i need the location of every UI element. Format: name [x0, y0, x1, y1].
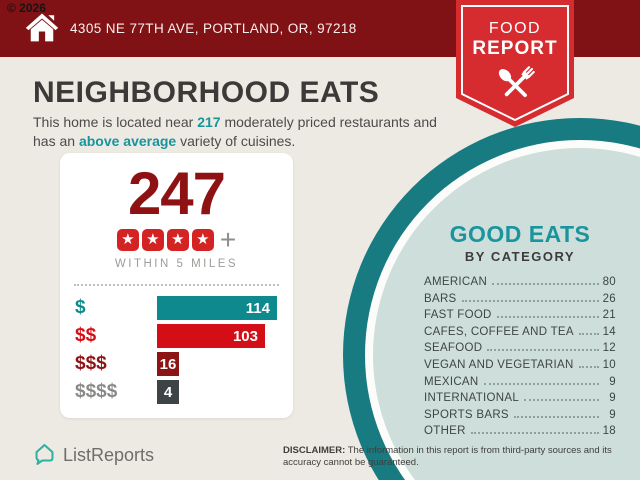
brand-name: ListReports — [63, 445, 155, 465]
dotted-leader — [461, 299, 599, 302]
good-eats-title: GOOD EATS — [449, 221, 591, 247]
disclaimer-label: DISCLAIMER: — [283, 445, 346, 456]
category-count: 10 — [602, 358, 616, 371]
disclaimer-text: The information in this report is from t… — [283, 445, 612, 469]
price-tier-label: $$$$ — [75, 381, 118, 402]
badge-title-line2: REPORT — [472, 38, 558, 59]
good-eats-panel: GOOD EATS BY CATEGORY AMERICAN 80 BARS 26 FA… — [424, 221, 616, 442]
star-icon: ★ — [141, 229, 164, 251]
dotted-leader — [524, 399, 599, 402]
restaurant-count: 247 — [127, 160, 226, 227]
price-bars: $114 $$ 103 $$$ 16 $$$$ 4 — [60, 296, 293, 404]
dotted-divider — [74, 284, 279, 286]
price-bar: 103 — [157, 324, 265, 348]
price-bar: 4 — [157, 380, 179, 404]
restaurant-count-inline: 217 — [197, 114, 221, 130]
price-bar-row: $$$$ 4 — [75, 380, 293, 404]
category-count: 80 — [602, 276, 616, 288]
restaurant-summary-card: 247 ★ ★ ★ ★ + WITHIN 5 MILES $114 $$ 103 $$$ 16 $… — [60, 153, 293, 418]
dotted-leader — [496, 316, 599, 319]
subtitle-line2-post: variety of cuisines. — [176, 133, 296, 150]
category-row: FAST FOOD 21 — [424, 309, 616, 326]
subtitle-line1-post: moderately priced restaurants and — [220, 114, 437, 130]
category-count: 12 — [602, 342, 616, 355]
dotted-leader — [492, 283, 599, 285]
dotted-leader — [483, 382, 599, 385]
category-count: 21 — [602, 309, 616, 322]
star-icon: ★ — [116, 229, 139, 251]
price-bar-row: $$$ 16 — [75, 352, 293, 376]
star-icon: ★ — [191, 229, 214, 251]
dotted-leader — [487, 349, 599, 352]
price-bar-row: $$ 103 — [75, 324, 293, 348]
good-eats-subtitle: BY CATEGORY — [464, 249, 576, 264]
price-tier-label: $$$ — [75, 353, 107, 374]
category-label: MEXICAN — [424, 375, 479, 388]
category-row: SEAFOOD 12 — [424, 342, 616, 359]
category-count: 9 — [609, 375, 616, 388]
category-row: BARS 26 — [424, 293, 616, 310]
subtitle-line1-pre: This home is located near — [33, 114, 198, 130]
price-bar: 16 — [157, 352, 179, 376]
listreports-logo: ListReports — [33, 441, 154, 470]
dotted-leader — [578, 365, 599, 368]
category-row: SPORTS BARS 9 — [424, 409, 616, 426]
category-count: 26 — [602, 292, 616, 305]
price-tier-label: $$ — [75, 325, 97, 346]
category-count: 14 — [602, 325, 616, 338]
food-report-badge: FOOD REPORT — [456, 0, 574, 128]
category-row: AMERICAN 80 — [424, 276, 616, 293]
category-label: SEAFOOD — [424, 342, 483, 355]
category-label: INTERNATIONAL — [424, 392, 520, 405]
badge-title-line1: FOOD — [488, 20, 542, 37]
variety-highlight: above average — [78, 133, 177, 150]
category-count: 18 — [602, 425, 616, 438]
listreports-house-icon — [33, 441, 56, 470]
subtitle-line2-pre: has an — [33, 133, 79, 150]
price-tier-label: $ — [75, 297, 86, 318]
property-address: 4305 NE 77TH AVE, PORTLAND, OR, 97218 — [70, 21, 357, 36]
plus-icon: + — [219, 224, 237, 255]
category-row: MEXICAN 9 — [424, 376, 616, 393]
category-label: FAST FOOD — [424, 309, 492, 322]
dotted-leader — [578, 332, 599, 335]
price-bar-row: $114 — [75, 296, 293, 320]
category-label: CAFES, COFFEE AND TEA — [424, 325, 574, 338]
category-row: INTERNATIONAL 9 — [424, 392, 616, 409]
price-bar: 114 — [157, 296, 277, 320]
category-count: 9 — [609, 408, 616, 421]
category-row: OTHER 18 — [424, 425, 616, 442]
star-icon: ★ — [166, 229, 189, 251]
category-row: VEGAN AND VEGETARIAN 10 — [424, 359, 616, 376]
page-title: NEIGHBORHOOD EATS — [33, 76, 380, 109]
subtitle-text: This home is located near 217 moderately… — [33, 113, 483, 152]
category-label: VEGAN AND VEGETARIAN — [424, 358, 574, 371]
copyright-text: © 2026 — [7, 1, 46, 15]
dotted-leader — [470, 432, 599, 435]
dotted-leader — [513, 415, 599, 418]
category-list: AMERICAN 80 BARS 26 FAST FOOD 21 CAFES, COFFEE… — [424, 276, 616, 442]
category-label: AMERICAN — [424, 276, 488, 288]
radius-caption: WITHIN 5 MILES — [114, 258, 239, 270]
disclaimer: DISCLAIMER: The information in this repo… — [283, 445, 633, 470]
stars: ★ ★ ★ ★ + — [60, 224, 293, 255]
category-label: BARS — [424, 292, 457, 305]
category-label: OTHER — [424, 425, 466, 438]
category-count: 9 — [609, 392, 616, 405]
house-icon — [24, 11, 60, 48]
category-label: SPORTS BARS — [424, 408, 509, 421]
category-row: CAFES, COFFEE AND TEA 14 — [424, 326, 616, 343]
